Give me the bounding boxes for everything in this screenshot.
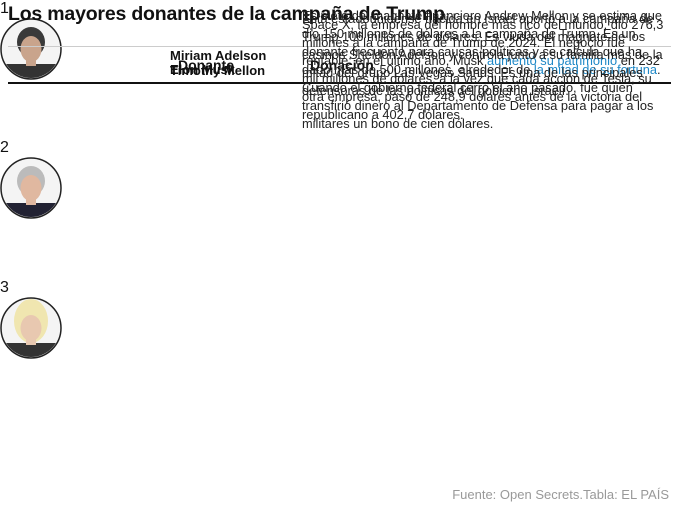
avatar — [0, 157, 62, 219]
table-row: 3 Miriam Adelson Esta estadounidense naci… — [0, 11, 679, 389]
avatar — [0, 18, 62, 80]
column-header: Donante — [178, 57, 234, 73]
description: Space X, la empresa del hombre más rico … — [302, 16, 664, 124]
rank: 3 — [0, 279, 9, 296]
donor-name: Timothy Mellon — [170, 62, 266, 78]
text: en 232 mil millones de dólares, a la vez… — [302, 52, 660, 122]
description: Es nieto del magnate financiero Andrew M… — [302, 7, 664, 133]
avatar — [0, 157, 679, 224]
column-header: Donación — [310, 57, 374, 73]
avatar — [0, 297, 679, 364]
link[interactable]: la mitad de su fortuna — [533, 62, 657, 77]
rank: 2 — [0, 139, 9, 156]
text: Space X, la empresa del hombre más rico … — [302, 16, 664, 68]
table-row: 1 Elon Musk Space X, la empresa del hombr… — [0, 0, 679, 139]
avatar — [0, 297, 62, 359]
title: Los mayores donantes de la campaña de Tr… — [8, 3, 445, 25]
source: Fuente: Open Secrets.Tabla: EL PAÍS — [452, 487, 669, 502]
avatar — [0, 18, 679, 85]
donor-name: Miriam Adelson — [170, 47, 267, 63]
donor-name: Elon Musk — [170, 62, 236, 77]
table-row: 2 Timothy Mellon Es nieto del magnate fin… — [0, 8, 679, 279]
text: Esta estadounidense nacida en Israel apo… — [302, 11, 663, 98]
link[interactable]: aumentó su patrimonio — [486, 52, 618, 68]
rank: 1 — [0, 0, 9, 17]
text: Es nieto del magnate financiero Andrew M… — [302, 8, 662, 77]
table-header: Donante Donación — [8, 46, 671, 84]
text: . Cuando el gobierno federal cerró el añ… — [302, 62, 661, 131]
table-body: 1 Elon Musk Space X, la empresa del hombr… — [0, 0, 679, 389]
description: Esta estadounidense nacida en Israel apo… — [302, 10, 664, 100]
